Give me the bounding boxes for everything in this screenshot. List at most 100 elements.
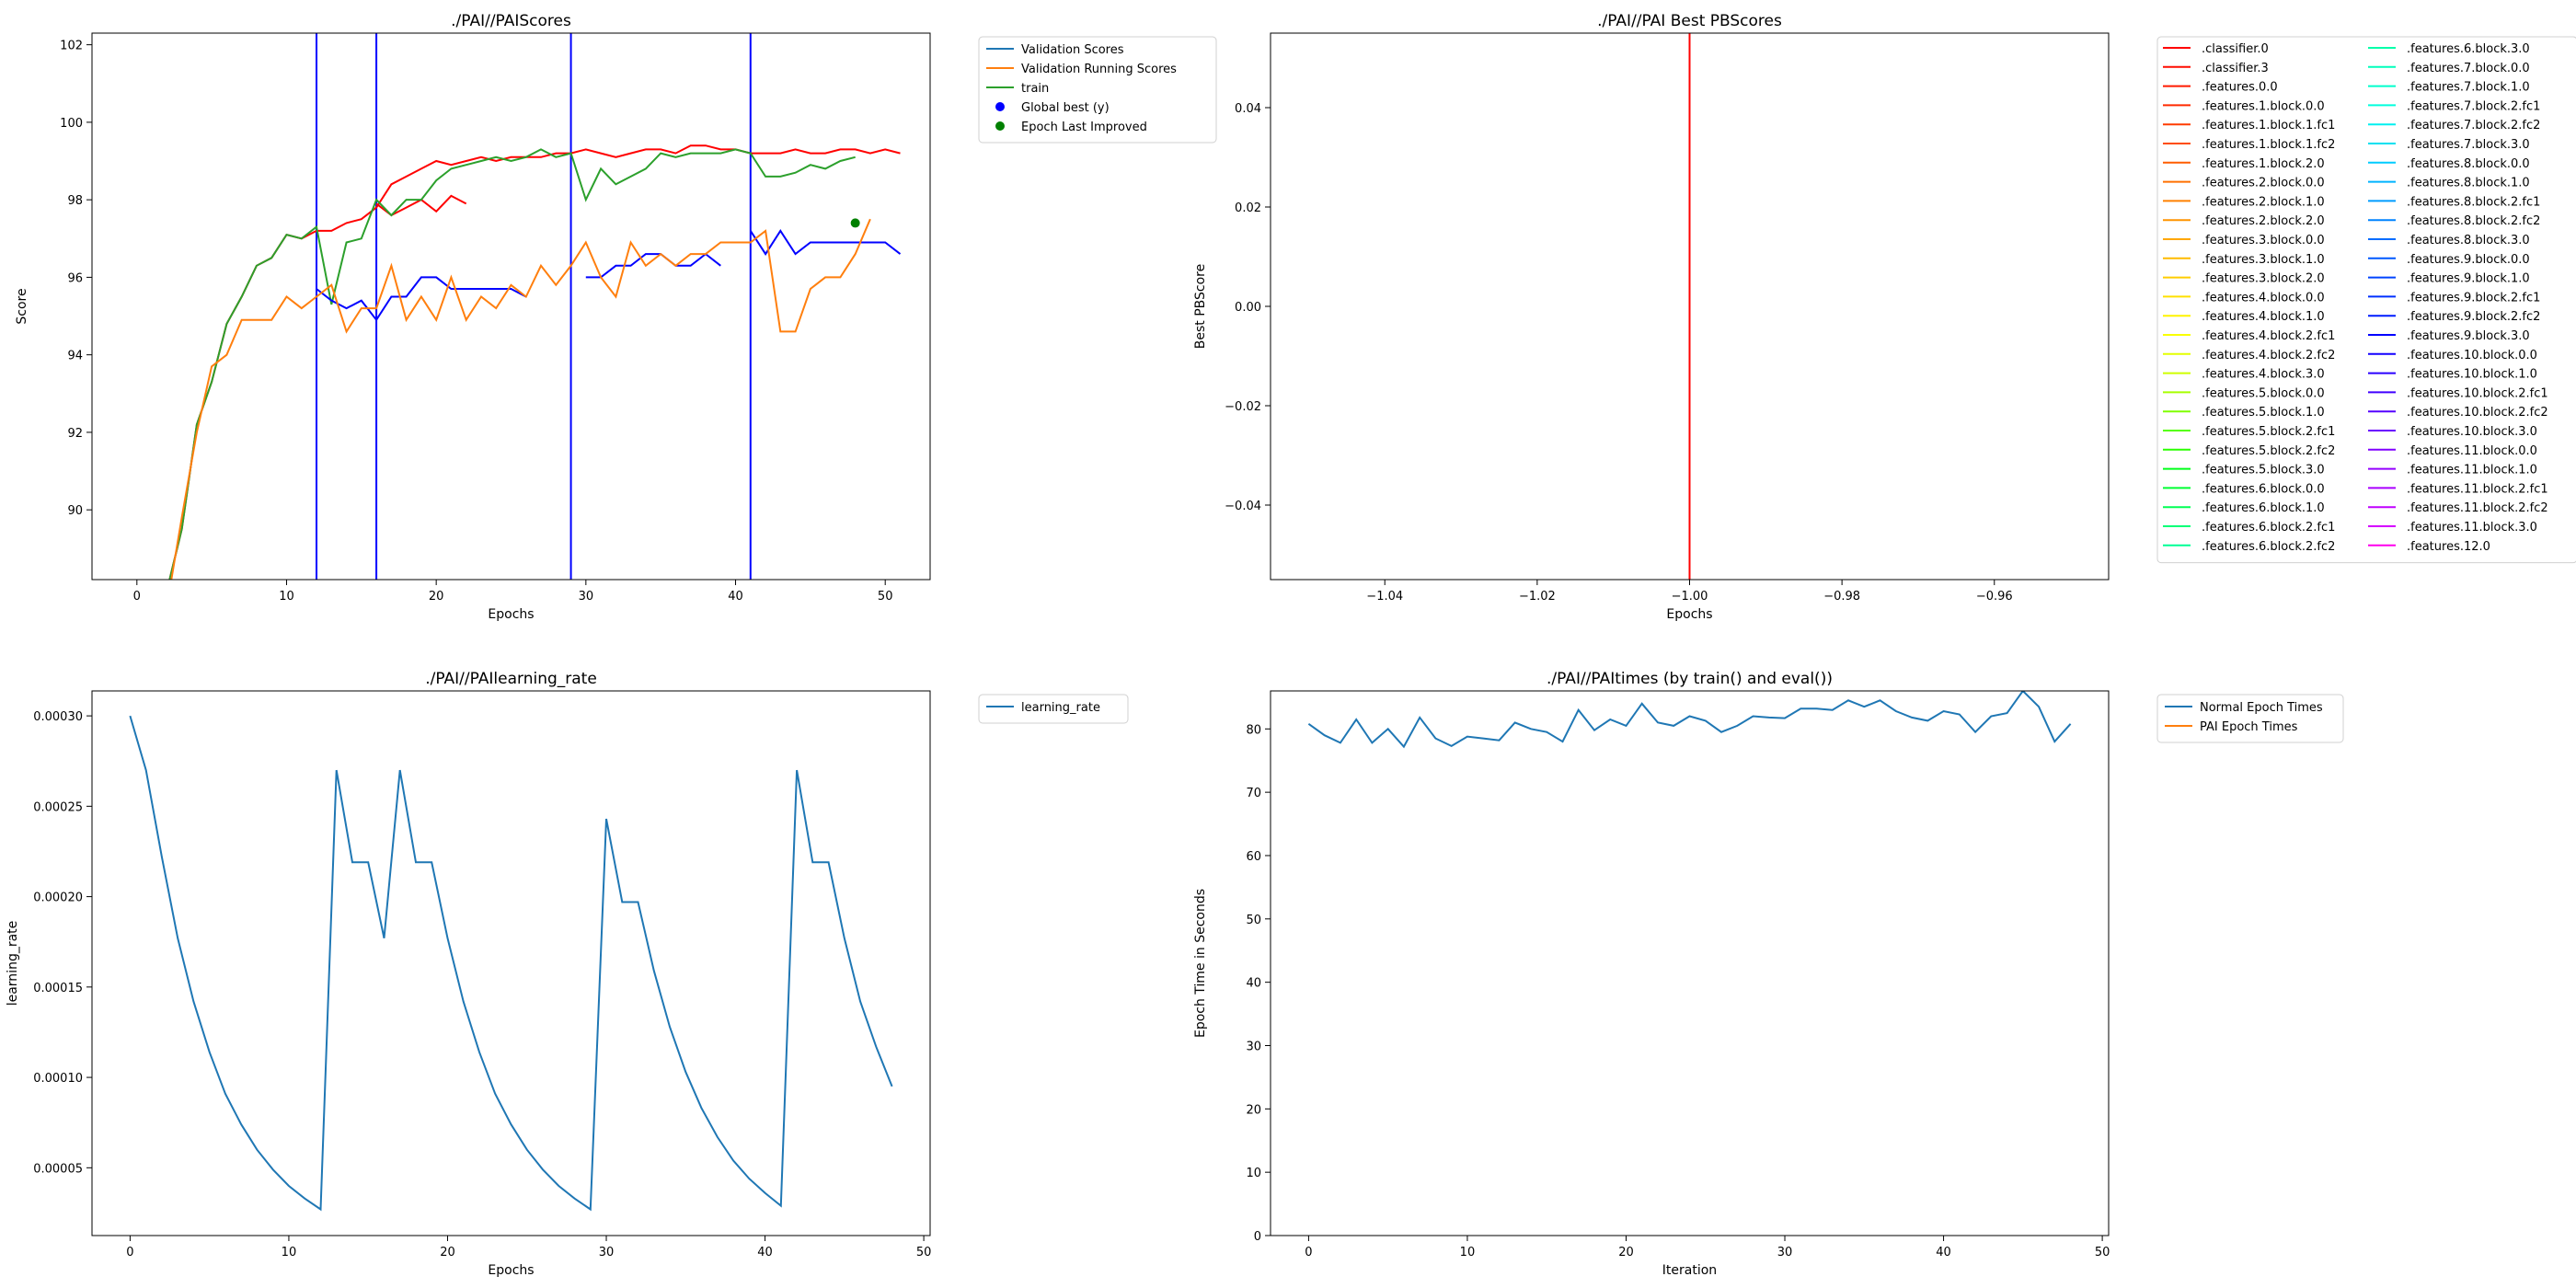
legend-label: .features.8.block.3.0 [2407,234,2530,247]
y-tick-label: 0.02 [1235,201,1261,215]
y-tick-label: 0.00020 [33,891,83,905]
chart-2: ./PAI//PAI Best PBScores Epochs Best PBSco… [1193,12,2576,622]
legend-label: .classifier.3 [2202,62,2269,75]
legend-label: .features.12.0 [2407,540,2490,554]
y-tick-label: 0 [1254,1230,1261,1244]
x-tick-label: −1.00 [1672,590,1708,604]
y-tick-label: 100 [60,117,83,131]
legend-label: .features.8.block.0.0 [2407,157,2530,171]
series-line [168,148,856,580]
chart-title: ./PAI//PAItimes (by train() and eval()) [1547,670,1833,688]
legend-box [2156,36,2576,564]
x-tick-label: 20 [1618,1246,1634,1259]
legend-label: .features.6.block.1.0 [2202,501,2325,515]
x-axis-label: Epochs [488,607,534,622]
legend-label: .features.4.block.1.0 [2202,310,2325,324]
y-tick-label: 70 [1246,787,1261,800]
x-tick-label: −1.04 [1366,590,1403,604]
y-tick-label: 20 [1246,1103,1261,1117]
x-tick-label: 30 [1777,1246,1793,1259]
legend-label: .features.3.block.1.0 [2202,253,2325,267]
legend-label: .features.5.block.1.0 [2202,406,2325,420]
legend-swatch [995,121,1005,131]
legend-label: .features.4.block.3.0 [2202,368,2325,382]
x-tick-label: 0 [1305,1246,1312,1259]
legend-label: .features.9.block.3.0 [2407,329,2530,343]
x-tick-label: 0 [126,1246,133,1259]
legend-label: .features.6.block.2.fc1 [2202,521,2335,535]
x-axis-label: Iteration [1662,1263,1717,1278]
legend-label: .features.6.block.2.fc2 [2202,540,2335,554]
legend-label: .features.10.block.2.fc2 [2407,406,2548,420]
y-tick-label: 80 [1246,723,1261,737]
y-tick-label: −0.04 [1225,500,1261,513]
series-line [316,276,527,322]
x-axis-label: Epochs [1666,607,1712,622]
chart-1: ./PAI//PAIScores Epochs Score 0 10 20 30 40 50 90… [15,12,1217,622]
legend-label: .features.4.block.2.fc2 [2202,349,2335,362]
x-tick-label: 20 [429,590,444,604]
x-tick-label: 10 [1460,1246,1476,1259]
legend-label: .features.1.block.1.fc1 [2202,119,2335,132]
plot-area [129,715,893,1212]
legend-label: .features.1.block.2.0 [2202,157,2325,171]
data-point [850,218,860,228]
legend-label: .features.8.block.2.fc1 [2407,195,2540,209]
x-tick-label: 40 [1936,1246,1951,1259]
legend-label: .features.2.block.1.0 [2202,195,2325,209]
legend-label: .features.8.block.2.fc2 [2407,214,2540,228]
legend-label: .features.9.block.2.fc2 [2407,310,2540,324]
legend-label: .features.10.block.0.0 [2407,349,2537,362]
x-tick-label: 40 [728,590,743,604]
legend-label: Normal Epoch Times [2200,701,2323,715]
y-tick-label: 0.00015 [33,982,83,995]
y-tick-label: 96 [67,271,83,285]
legend-label: .features.6.block.0.0 [2202,482,2325,496]
legend-label: Global best (y) [1021,101,1110,115]
x-tick-label: 50 [2095,1246,2110,1259]
legend: .classifier.0 .classifier.3 .features.0.0.… [2156,36,2576,564]
chart-3: ./PAI//PAIlearning_rate Epochs learning_ra… [6,670,1129,1278]
y-tick-label: 50 [1246,914,1261,927]
y-axis-label: Best PBScore [1193,264,1208,349]
legend-label: .features.7.block.0.0 [2407,62,2530,75]
y-tick-label: 102 [60,40,83,53]
series-line [585,252,721,279]
y-axis-label: Epoch Time in Seconds [1193,889,1208,1038]
legend-label: .features.11.block.0.0 [2407,444,2537,458]
legend-label: Epoch Last Improved [1021,121,1147,134]
legend-box [978,36,1217,144]
legend-label: .features.11.block.3.0 [2407,521,2537,535]
legend-label: .features.7.block.3.0 [2407,138,2530,152]
legend-label: .features.8.block.1.0 [2407,177,2530,190]
legend-label: learning_rate [1021,701,1100,715]
x-tick-label: −1.02 [1519,590,1556,604]
y-tick-label: 10 [1246,1167,1261,1180]
legend: learning_rate [978,694,1129,724]
legend-label: .features.9.block.0.0 [2407,253,2530,267]
x-tick-label: 50 [916,1246,932,1259]
x-tick-label: 50 [878,590,893,604]
x-tick-label: 30 [579,590,594,604]
axes-frame [1270,690,2110,1236]
legend-label: .features.1.block.0.0 [2202,99,2325,113]
series-line [749,229,902,256]
legend-label: .features.11.block.2.fc2 [2407,501,2548,515]
legend: Normal Epoch Times PAI Epoch Times [2156,694,2344,743]
x-tick-label: 30 [599,1246,615,1259]
legend-label: .features.5.block.3.0 [2202,464,2325,477]
legend-label: .features.2.block.2.0 [2202,214,2325,228]
axes-frame [1270,32,2110,581]
y-tick-label: 0.00010 [33,1072,83,1086]
legend-label: .features.10.block.3.0 [2407,425,2537,439]
y-axis-label: Score [15,288,29,324]
legend-label: .features.4.block.0.0 [2202,291,2325,305]
legend-label: .features.4.block.2.fc1 [2202,329,2335,343]
y-tick-label: −0.02 [1225,400,1261,414]
legend-label: .features.5.block.2.fc1 [2202,425,2335,439]
plot-area [1307,691,2072,749]
series-line [170,218,871,580]
series-line [1307,691,2072,749]
y-tick-label: 0.00030 [33,710,83,724]
